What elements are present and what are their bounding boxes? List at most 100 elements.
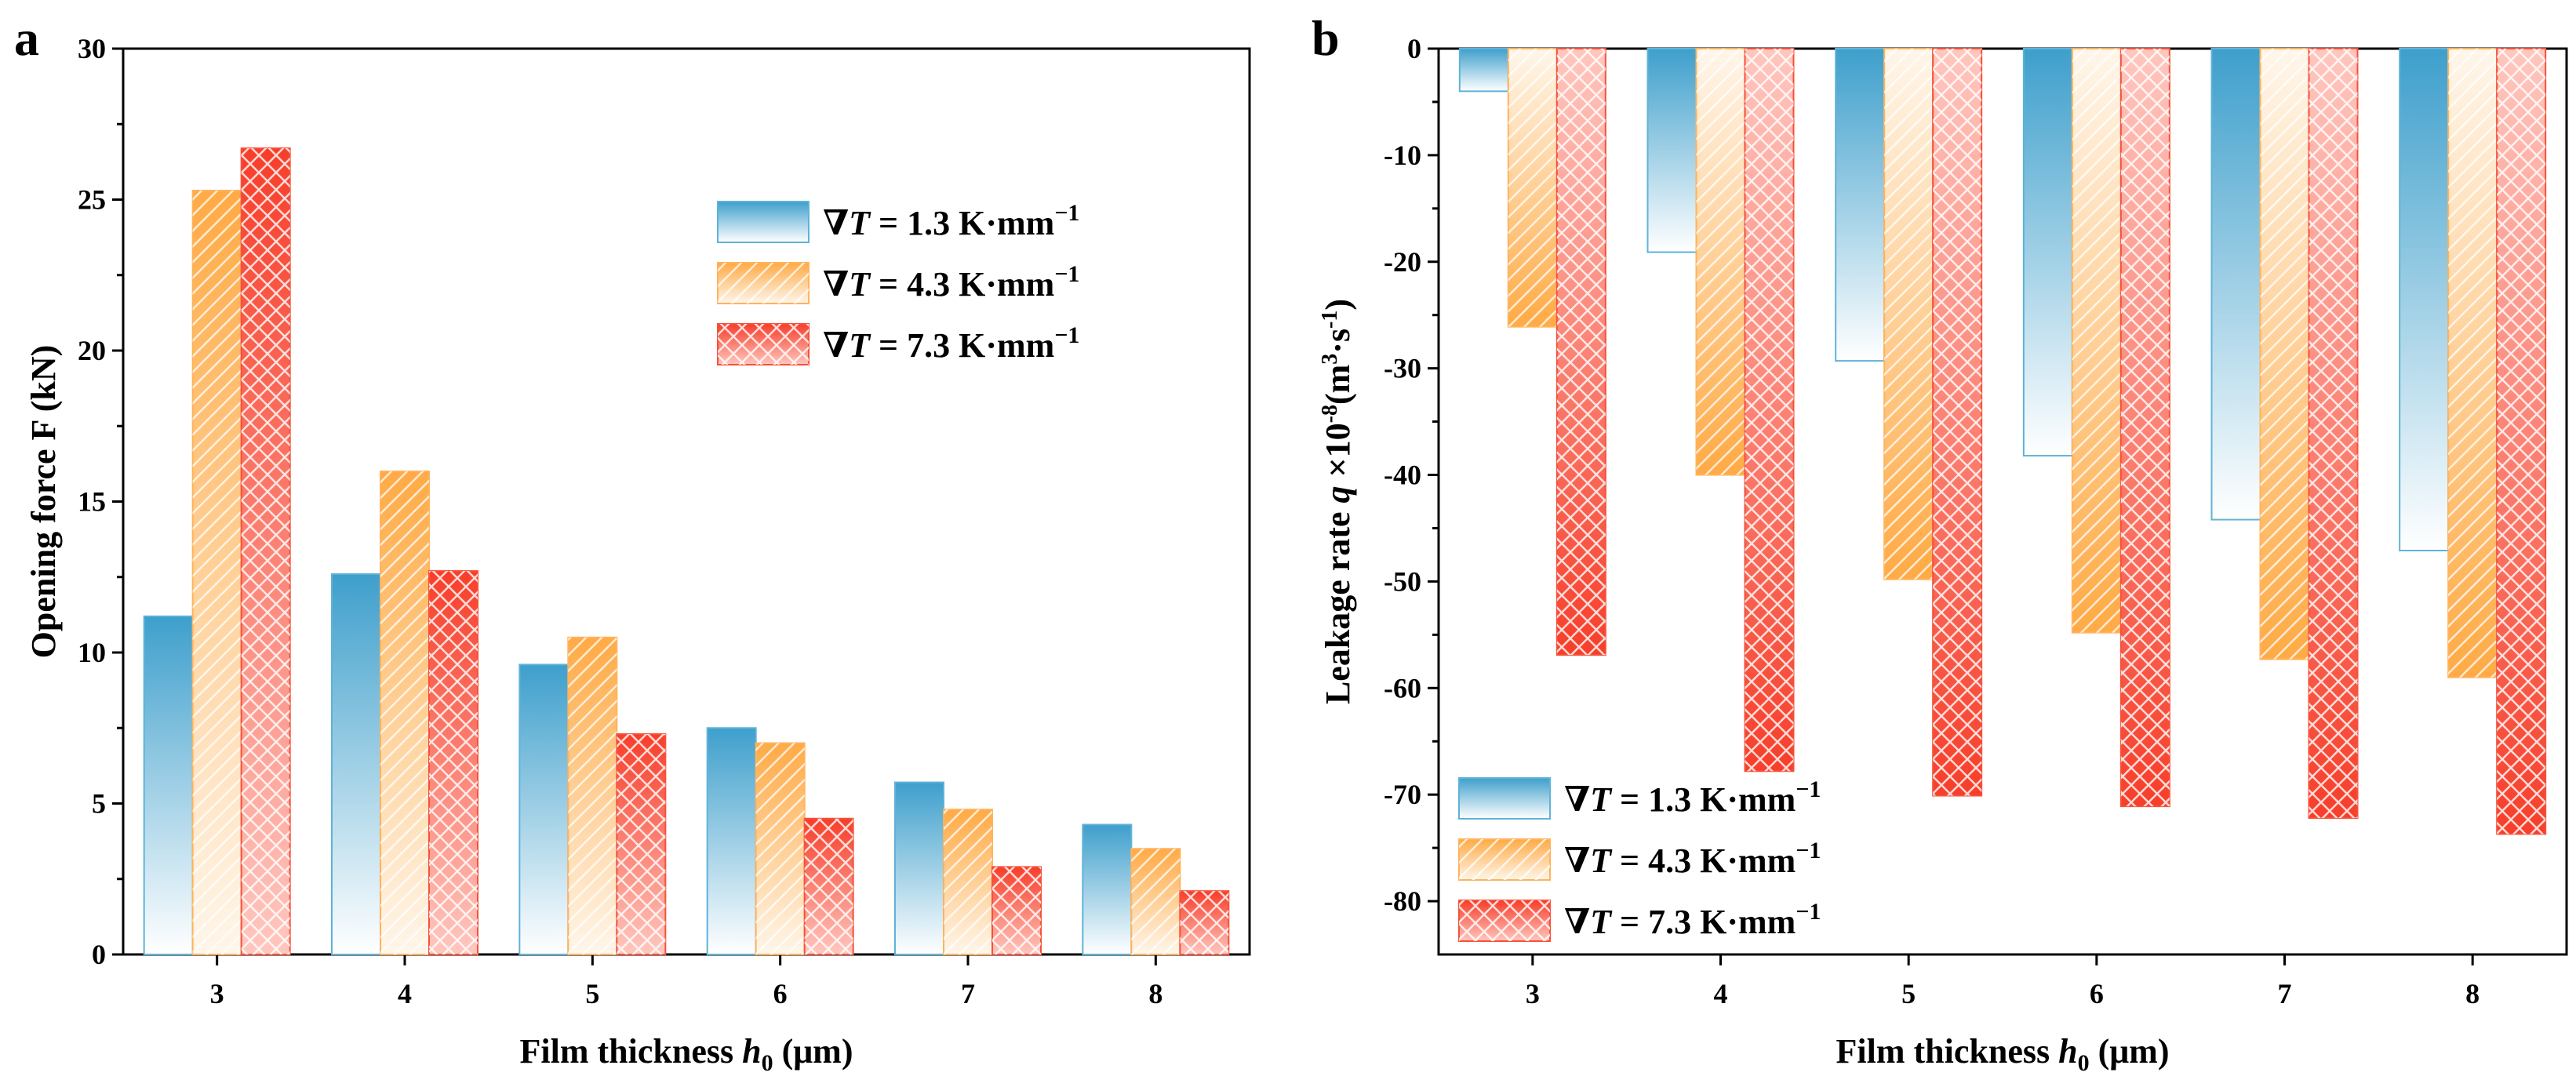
y-tick-label: 10 (78, 637, 106, 668)
bar-orange-5 (567, 636, 618, 955)
bar-red-4 (428, 570, 478, 955)
bar-pattern (1180, 891, 1229, 954)
x-tick-label: 3 (1526, 978, 1540, 1009)
bar-blue-7 (894, 781, 944, 955)
bar-fill (706, 727, 757, 955)
bar-fill (331, 573, 381, 956)
bar-orange-7 (943, 809, 993, 955)
bar-pattern (2260, 49, 2309, 660)
bar-pattern (755, 743, 805, 954)
x-tick-label: 4 (1714, 978, 1728, 1009)
panel-b-label: b (1312, 10, 1340, 66)
bar-pattern (1556, 49, 1606, 656)
bar-red-7 (991, 866, 1042, 955)
bar-orange-7 (2259, 48, 2310, 660)
legend-item-orange: ∇T = 4.3 K·mm−1 (1458, 838, 1821, 881)
bar-fill (1835, 48, 1886, 362)
bar-pattern (2120, 49, 2170, 807)
x-tick-label: 4 (398, 978, 412, 1009)
bar-fill (1458, 48, 1509, 93)
bar-pattern (617, 733, 666, 954)
y-tick-label: -10 (1384, 140, 1421, 171)
bar-pattern (992, 867, 1041, 954)
bar-pattern (2309, 49, 2358, 819)
x-tick-label: 5 (1901, 978, 1916, 1009)
bar-red-8 (1179, 890, 1230, 956)
y-axis-label: Opening force F (kN) (24, 345, 63, 659)
bar-fill (1082, 823, 1133, 955)
legend-label: ∇T = 1.3 K·mm−1 (823, 200, 1079, 242)
y-tick-label: -70 (1384, 779, 1421, 810)
bar-pattern (1508, 49, 1557, 327)
x-axis-label: Film thickness h0 (μm) (520, 1032, 853, 1076)
bar-pattern (804, 818, 853, 954)
plot-frame (1437, 47, 2568, 956)
legend-swatch-pattern (718, 324, 809, 365)
bar-fill (894, 781, 944, 955)
bar-red-6 (803, 817, 854, 955)
x-tick-label: 5 (585, 978, 599, 1009)
x-tick-label: 7 (2278, 978, 2292, 1009)
bar-pattern (429, 571, 478, 954)
bar-pattern (1745, 49, 1794, 772)
x-axis-label: Film thickness h0 (μm) (1836, 1032, 2170, 1076)
bar-orange-8 (1130, 848, 1181, 955)
y-tick-label: 15 (78, 486, 106, 518)
legend-item-blue: ∇T = 1.3 K·mm−1 (717, 200, 1079, 243)
bar-pattern (2497, 49, 2546, 834)
plot-frame (122, 47, 1251, 956)
y-axis-label: Leakage rate q ×10-8(m3·s-1) (1318, 299, 1357, 704)
bar-red-3 (1555, 48, 1606, 656)
y-tick-label: 20 (78, 335, 106, 366)
bar-blue-8 (1082, 823, 1133, 955)
bar-red-5 (616, 733, 667, 955)
bar-fill (2399, 48, 2450, 552)
bar-pattern (1884, 49, 1934, 580)
y-tick-label: -60 (1384, 672, 1421, 703)
bar-red-4 (1744, 48, 1795, 773)
bar-fill (2210, 48, 2261, 521)
bar-orange-3 (191, 189, 242, 955)
bar-pattern (1131, 849, 1181, 954)
legend-item-red: ∇T = 7.3 K·mm−1 (717, 322, 1079, 365)
legend-label: ∇T = 4.3 K·mm−1 (823, 261, 1079, 304)
bar-blue-8 (2399, 48, 2450, 552)
x-tick-label: 6 (2090, 978, 2104, 1009)
bar-red-5 (1932, 48, 1983, 797)
legend-swatch-pattern (1459, 900, 1550, 941)
bar-pattern (192, 190, 242, 954)
y-tick-label: 0 (1407, 33, 1421, 64)
legend-label: ∇T = 4.3 K·mm−1 (1564, 838, 1821, 880)
legend-label: ∇T = 7.3 K·mm−1 (823, 322, 1079, 365)
legend-swatch-pattern (1459, 839, 1550, 880)
y-tick-label: 5 (92, 788, 106, 820)
x-tick-label: 8 (2465, 978, 2480, 1009)
bar-pattern (1696, 49, 1745, 475)
y-tick-label: 0 (92, 939, 106, 970)
bar-pattern (2072, 49, 2121, 633)
x-tick-label: 7 (961, 978, 975, 1009)
x-tick-label: 8 (1148, 978, 1162, 1009)
bar-orange-3 (1507, 48, 1558, 328)
bar-pattern (241, 148, 290, 954)
x-tick-label: 3 (210, 978, 224, 1009)
bar-red-6 (2119, 48, 2170, 808)
y-tick-label: -40 (1384, 460, 1421, 491)
bar-pattern (944, 809, 992, 954)
bar-blue-6 (2022, 48, 2073, 457)
y-tick-label: -20 (1384, 246, 1421, 278)
legend-item-red: ∇T = 7.3 K·mm−1 (1458, 899, 1821, 942)
bar-orange-6 (755, 742, 806, 955)
bar-red-3 (240, 147, 291, 955)
bar-fill (2022, 48, 2073, 457)
legend-item-blue: ∇T = 1.3 K·mm−1 (1458, 776, 1821, 820)
y-tick-label: -30 (1384, 353, 1421, 384)
bar-blue-3 (1458, 48, 1509, 93)
y-tick-label: -50 (1384, 565, 1421, 597)
bar-blue-7 (2210, 48, 2261, 521)
bar-orange-6 (2071, 48, 2122, 634)
bar-pattern (1933, 49, 1982, 796)
bar-blue-5 (518, 663, 569, 956)
bar-red-7 (2308, 48, 2359, 820)
panel-a-label: a (14, 10, 39, 66)
